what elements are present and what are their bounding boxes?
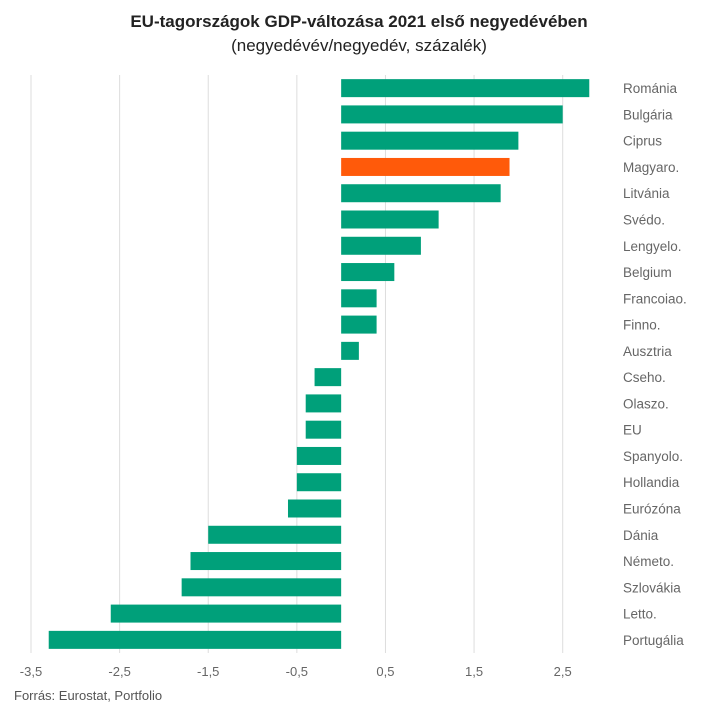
category-label: Francoiao.: [623, 291, 687, 306]
bar-3: [341, 157, 510, 176]
chart-title: EU-tagországok GDP-változása 2021 első n…: [130, 12, 588, 31]
category-label: Szlovákia: [623, 580, 681, 595]
category-label: Ausztria: [623, 344, 672, 359]
bar-20: [110, 604, 342, 623]
category-label: Svédo.: [623, 213, 665, 228]
chart-subtitle: (negyedévév/negyedév, százalék): [231, 36, 487, 55]
bar-17: [208, 525, 342, 544]
bar-16: [287, 499, 342, 518]
category-label: Magyaro.: [623, 160, 679, 175]
bar-13: [305, 420, 342, 439]
x-tick-label: 0,5: [376, 664, 394, 679]
bar-11: [314, 368, 342, 387]
category-label: Németo.: [623, 554, 674, 569]
bar-0: [341, 79, 590, 98]
bar-5: [341, 210, 439, 229]
category-labels: Románia Bulgária Ciprus Magyaro. Litvánia Své…: [623, 81, 687, 648]
x-tick-label: -1,5: [197, 664, 219, 679]
source-note: Forrás: Eurostat, Portfolio: [14, 688, 163, 703]
bar-10: [341, 341, 359, 360]
bar-6: [341, 236, 421, 255]
bar-12: [305, 394, 342, 413]
category-label: Románia: [623, 81, 678, 96]
bar-2: [341, 131, 519, 150]
category-label: Bulgária: [623, 107, 673, 122]
bar-15: [296, 473, 342, 492]
bar-21: [48, 630, 342, 649]
bar-7: [341, 263, 395, 282]
bar-9: [341, 315, 377, 334]
category-label: Dánia: [623, 528, 659, 543]
bar-19: [181, 578, 342, 597]
category-label: Portugália: [623, 633, 684, 648]
x-tick-label: 1,5: [465, 664, 483, 679]
category-label: Ciprus: [623, 134, 662, 149]
bar-14: [296, 446, 342, 465]
x-tick-label: -3,5: [20, 664, 42, 679]
category-label: Spanyolo.: [623, 449, 683, 464]
category-label: Belgium: [623, 265, 672, 280]
x-axis-ticks: -3,5 -2,5 -1,5 -0,5 0,5 1,5 2,5: [20, 664, 572, 679]
bars: [48, 79, 590, 649]
x-tick-label: -0,5: [286, 664, 308, 679]
category-label: EU: [623, 423, 642, 438]
bar-4: [341, 184, 501, 203]
category-label: Olaszo.: [623, 396, 669, 411]
category-label: Finno.: [623, 318, 661, 333]
category-label: Lengyelo.: [623, 239, 682, 254]
x-tick-label: -2,5: [108, 664, 130, 679]
category-label: Cseho.: [623, 370, 666, 385]
category-label: Eurózóna: [623, 502, 681, 517]
category-label: Litvánia: [623, 186, 670, 201]
category-label: Hollandia: [623, 475, 680, 490]
bar-8: [341, 289, 377, 308]
category-label: Letto.: [623, 607, 657, 622]
bar-1: [341, 105, 563, 124]
bar-18: [190, 552, 342, 571]
x-tick-label: 2,5: [554, 664, 572, 679]
